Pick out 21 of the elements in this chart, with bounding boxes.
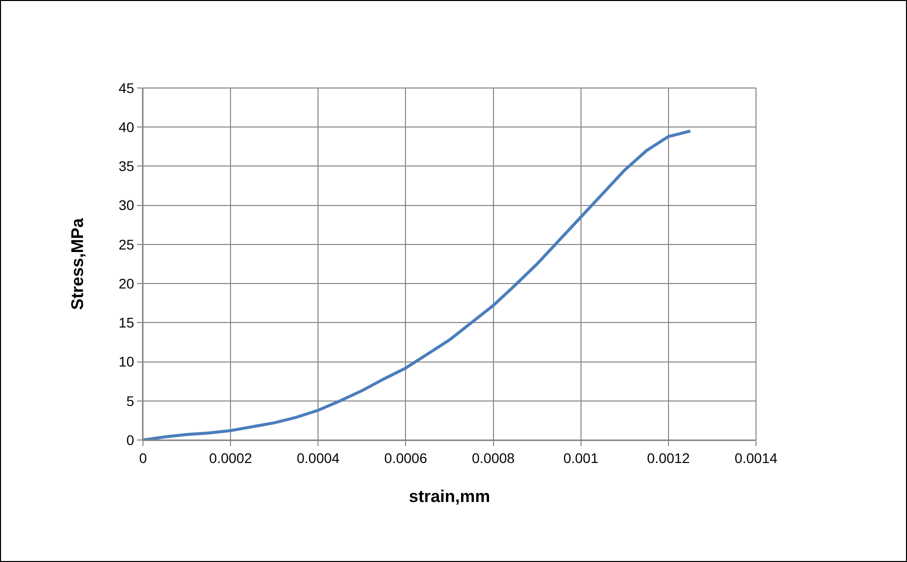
y-tick-label: 35 (118, 158, 134, 174)
x-tick-label: 0.0002 (209, 450, 252, 466)
line-series (143, 130, 692, 440)
y-tick-label: 40 (118, 119, 134, 136)
x-tick-label: 0.0004 (296, 450, 340, 466)
x-tick-label: 0.0006 (384, 450, 428, 466)
y-tick-label: 10 (118, 354, 134, 370)
y-tick-label: 20 (118, 275, 134, 292)
y-axis-title: Stress,MPa (68, 218, 88, 310)
x-axis-title: strain,mm (408, 487, 490, 506)
x-tick-label: 0.0012 (647, 450, 690, 466)
x-tick-label: 0.0014 (734, 450, 778, 466)
x-tick-label: 0 (139, 450, 148, 466)
y-tick-label: 0 (126, 432, 134, 448)
y-tick-label: 30 (118, 197, 134, 214)
x-tick-label: 0.0008 (472, 450, 515, 466)
y-tick-label: 15 (118, 314, 134, 331)
x-tick-label: 0.001 (563, 450, 599, 466)
y-tick-label: 45 (118, 80, 134, 96)
y-tick-label: 5 (126, 392, 134, 409)
y-tick-label: 25 (118, 236, 134, 252)
